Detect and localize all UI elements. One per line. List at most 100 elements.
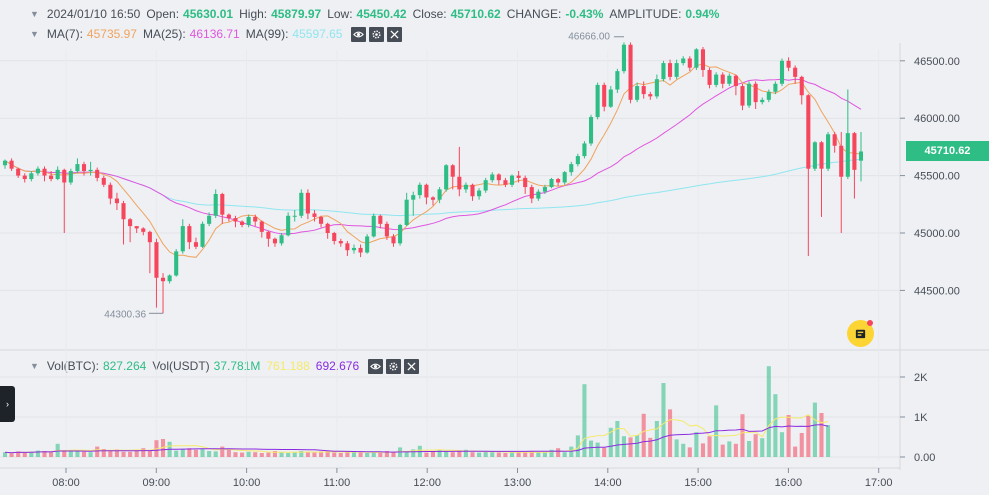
volume-bar (95, 446, 100, 457)
volume-bar (562, 452, 567, 457)
volume-bar (88, 452, 93, 457)
vol-ma1-value: 761.188 (266, 359, 310, 373)
candle-body (766, 91, 771, 100)
candle-body (88, 169, 93, 172)
volume-bar (766, 366, 771, 457)
candle-body (286, 215, 291, 236)
volume-bar (365, 453, 370, 457)
close-icon[interactable] (404, 358, 420, 374)
candle-body (319, 216, 324, 224)
candle-body (75, 164, 80, 172)
volume-bar (358, 452, 363, 457)
candle-body (615, 71, 620, 90)
candle-body (292, 215, 297, 217)
gear-icon[interactable] (369, 26, 385, 42)
volume-bar (62, 451, 67, 457)
change-value: -0.43% (565, 7, 604, 21)
ma25-line (4, 78, 862, 235)
time-tick-label: 11:00 (324, 477, 351, 489)
eye-icon[interactable] (351, 26, 367, 42)
volume-bar (75, 451, 80, 457)
volume-bar (812, 402, 817, 457)
candle-body (582, 143, 587, 157)
volume-bar (246, 451, 251, 457)
candle-body (246, 216, 251, 225)
volume-tick-label: 0.00 (914, 452, 935, 464)
volume-bar (681, 443, 686, 457)
candle-body (2, 160, 8, 166)
min-price-label: 44300.36 (104, 309, 146, 320)
volume-bar (668, 409, 673, 457)
volume-bar (444, 451, 449, 457)
volume-bar (279, 452, 284, 457)
candle-body (35, 168, 40, 174)
volume-bar (496, 452, 501, 457)
candle-body (700, 49, 706, 70)
volume-bar (2, 452, 8, 457)
candle-body (858, 151, 864, 161)
candle-body (9, 160, 14, 169)
volume-bar (602, 447, 607, 457)
volume-bar (325, 450, 330, 457)
candle-body (95, 169, 100, 178)
candle-body (668, 63, 673, 77)
candle-body (351, 247, 357, 251)
volume-bar (266, 452, 271, 457)
open-value: 45630.01 (183, 7, 234, 21)
candle-body (62, 169, 67, 183)
volume-bar (22, 452, 27, 457)
candle-body (536, 191, 541, 199)
chevron-down-icon[interactable]: ▼ (30, 9, 39, 19)
candle-body (793, 67, 798, 77)
chevron-down-icon[interactable]: ▼ (30, 361, 39, 371)
candle-body (450, 165, 455, 177)
shortcut-button[interactable] (847, 320, 874, 347)
candle-body (687, 58, 692, 68)
volume-bar (740, 414, 745, 457)
candle-body (160, 277, 166, 282)
candle-body (569, 164, 574, 173)
vol-btc-value: 827.264 (102, 359, 147, 373)
candle-body (141, 228, 146, 232)
gear-icon[interactable] (386, 358, 402, 374)
candle-body (529, 187, 534, 199)
ma-legend: ▼ MA(7): 45735.97 MA(25): 46136.71 MA(99):… (0, 25, 403, 43)
volume-bar (29, 451, 34, 457)
candle-body (608, 89, 613, 107)
volume-bar (648, 437, 653, 457)
candle-body (714, 74, 719, 85)
candle-body (128, 219, 133, 227)
candle-body (575, 156, 580, 165)
volume-bar (720, 444, 725, 457)
candle-body (68, 171, 73, 183)
candle-body (806, 95, 811, 169)
volume-bar (332, 452, 337, 457)
candle-body (819, 142, 824, 169)
candle-body (101, 177, 106, 185)
close-icon[interactable] (387, 26, 403, 42)
volume-bar (753, 434, 758, 457)
chevron-down-icon[interactable]: ▼ (30, 29, 39, 39)
price-tick-label: 46500.00 (914, 56, 960, 68)
time-tick-label: 17:00 (865, 477, 893, 489)
candle-body (588, 117, 594, 144)
low-value: 45450.42 (356, 7, 407, 21)
eye-icon[interactable] (368, 358, 384, 374)
candle-body (654, 79, 659, 97)
candle-body (549, 179, 554, 188)
volume-bar (516, 452, 521, 457)
candle-body (786, 60, 791, 68)
chevron-right-icon[interactable]: › (0, 386, 15, 422)
candle-body (81, 164, 87, 172)
ma-lines (4, 63, 862, 258)
volume-bar (615, 421, 620, 457)
candle-body (358, 247, 363, 253)
candle-body (147, 231, 152, 243)
volume-bar (128, 451, 133, 457)
volume-bar (641, 413, 646, 457)
volume-bar (536, 452, 541, 457)
volume-bar (312, 452, 317, 457)
time-tick-label: 14:00 (594, 477, 622, 489)
volume-bar (457, 451, 462, 457)
